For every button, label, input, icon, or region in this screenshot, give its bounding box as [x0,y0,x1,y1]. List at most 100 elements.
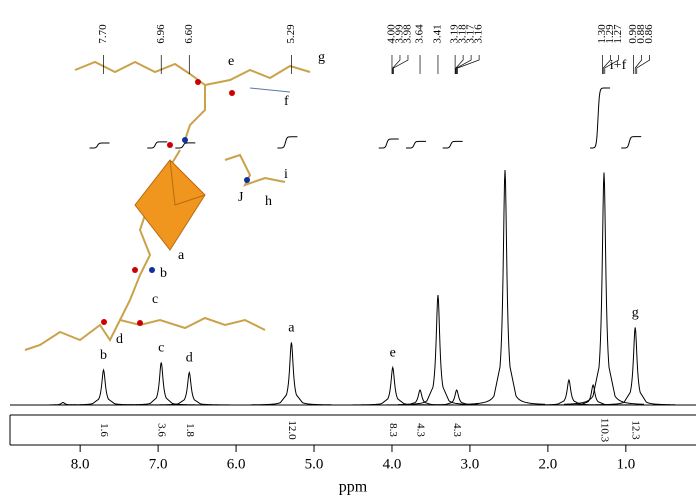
atom [149,267,155,273]
peak [563,172,645,405]
integral-curve [590,87,611,149]
peak-label-leader [457,55,480,74]
atom [167,142,173,148]
integral-value: 1.8 [184,423,196,437]
peak-label: 3.41 [432,24,444,43]
peak-label: 3.98 [402,24,414,44]
integral-value: 12.3 [630,420,642,440]
peak [352,365,433,406]
peak [251,342,332,406]
atom [182,137,188,143]
peak-label: 3.64 [414,24,426,44]
peak-label-leader [636,55,650,74]
peak-label: 0.90 [627,24,639,44]
bracket [249,87,291,93]
structure-label: a [178,248,185,263]
integral-value: 4.3 [415,423,427,437]
atom [244,177,250,183]
peak-label: 0.86 [643,24,655,44]
chain [224,153,286,187]
integral-curve [406,140,427,149]
structure-label: b [160,266,167,281]
peak-label-leader [604,55,619,74]
integral-curve [378,138,399,149]
integral-value: 4.3 [451,423,463,437]
peak-label: 7.70 [97,24,109,44]
peak-assignment: c [158,341,164,356]
x-axis-label: ppm [339,479,368,495]
x-tick-label: 6.0 [227,456,246,472]
structure-label: i [284,167,288,182]
peak-assignment: i+f [610,58,627,73]
peak [595,327,676,406]
peak [464,169,546,405]
x-tick-label: 1.0 [616,456,635,472]
octahedron-edge [169,159,206,206]
x-tick-label: 5.0 [305,456,324,472]
integral-curve [621,136,642,149]
integral-value: 12.0 [286,420,298,440]
peak-label-leader [392,55,401,74]
atom [137,320,143,326]
structure-label: J [238,190,244,205]
peak-label: 5.29 [285,24,297,44]
integral-curve [89,142,110,149]
peak-label: 0.88 [635,24,647,44]
chain [119,316,266,331]
peak-assignment: b [100,348,107,363]
x-tick-label: 4.0 [383,456,402,472]
molecule [24,60,311,351]
integral-curve [147,141,168,149]
peak [63,368,144,406]
peak-label: 3.17 [465,24,477,44]
integral-curve [442,140,463,149]
peak-label: 1.29 [604,24,616,44]
peak [121,362,202,406]
peak-label: 3.16 [473,24,485,44]
chain [74,60,206,141]
atom [195,79,201,85]
peak-label-leader [456,55,472,74]
peak [380,389,461,406]
peak [397,294,478,406]
octahedron [134,159,206,251]
structure-label: f [284,94,289,109]
integral-value: 8.3 [387,423,399,437]
x-tick-label: 7.0 [149,456,168,472]
integral-value: 1.6 [98,423,110,437]
peak-label: 1.27 [612,24,624,44]
peak [528,378,609,406]
atom [132,267,138,273]
chain [204,64,311,86]
peak [416,389,497,406]
structure-label: e [228,54,234,69]
peak-label: 3.19 [449,24,461,44]
peak-label: 6.60 [183,24,195,44]
peak-label: 1.30 [596,24,608,44]
peak-assignment: g [632,306,639,321]
x-tick-label: 2.0 [539,456,558,472]
atom [229,90,235,96]
peak-label: 3.99 [394,24,406,44]
peak-label-leader [455,55,464,74]
integral-curve [277,136,298,149]
integral-value: 3.6 [156,423,168,437]
x-tick-label: 8.0 [71,456,90,472]
peak [553,383,634,406]
peak-assignment: e [390,346,396,361]
structure-label: c [152,292,158,307]
peak [149,370,230,406]
atom [101,319,107,325]
integral-curve [175,142,196,149]
peak-label: 4.00 [386,24,398,44]
peak-label: 6.96 [155,24,167,44]
peak-label: 3.18 [457,24,469,44]
peak-assignment: d [186,351,193,366]
structure-label: h [265,194,272,209]
integral-value: 110.3 [598,418,610,443]
peak-assignment: a [288,321,295,336]
peak-label-leader [602,55,611,74]
structure-label: g [318,50,325,65]
peak-label-leader [634,55,642,74]
